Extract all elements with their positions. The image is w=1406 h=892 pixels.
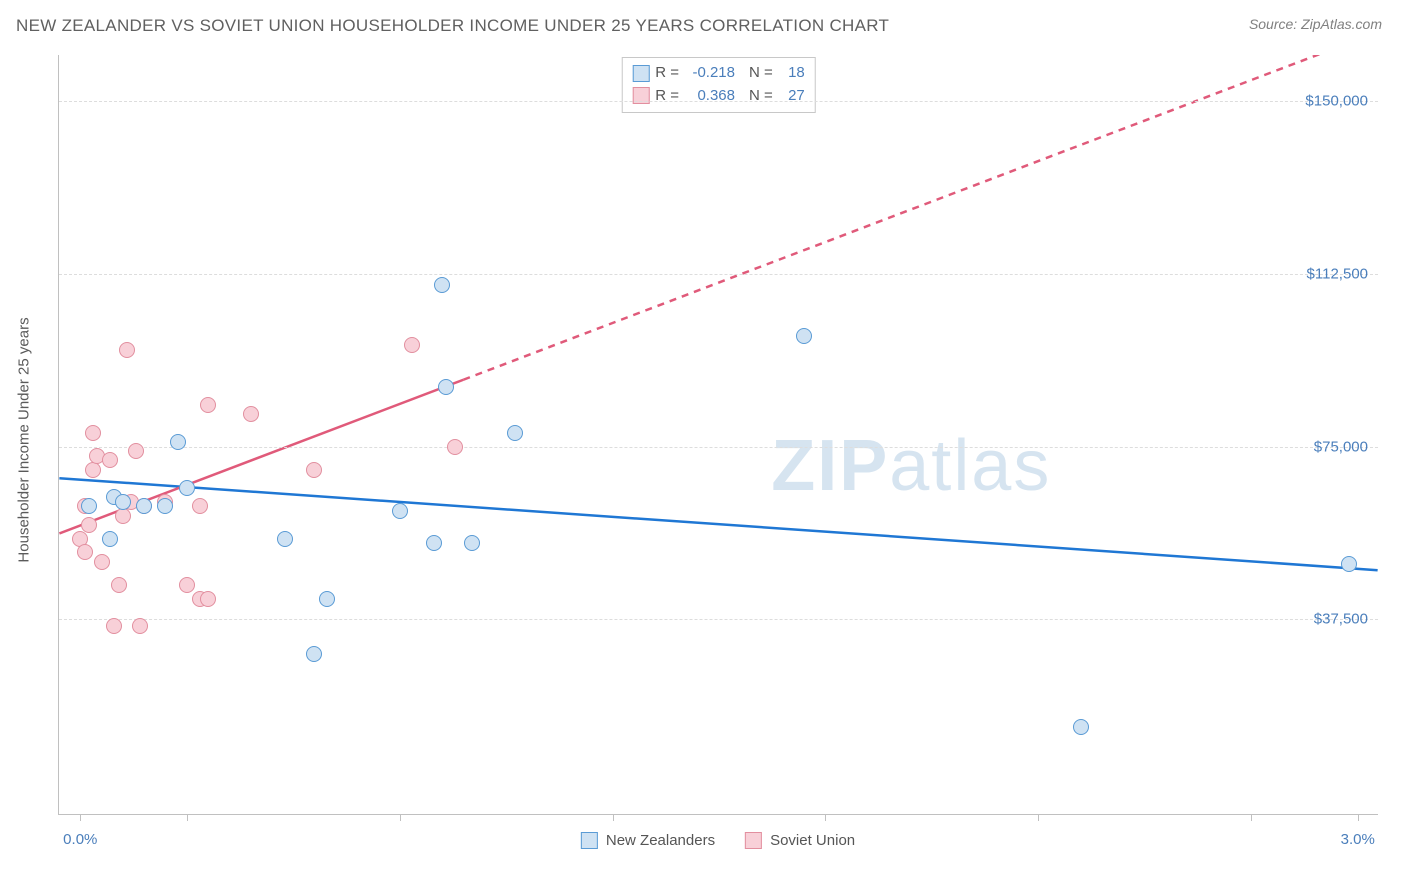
x-tick (825, 814, 826, 821)
scatter-point (277, 531, 293, 547)
scatter-point (796, 328, 812, 344)
legend-label-pink: Soviet Union (770, 832, 855, 849)
scatter-point (1073, 719, 1089, 735)
scatter-point (102, 531, 118, 547)
scatter-point (179, 577, 195, 593)
scatter-point (85, 462, 101, 478)
x-tick (187, 814, 188, 821)
source-label: Source: ZipAtlas.com (1249, 16, 1382, 32)
legend-item-pink: Soviet Union (745, 832, 855, 849)
scatter-point (438, 379, 454, 395)
scatter-point (157, 498, 173, 514)
scatter-point (319, 591, 335, 607)
gridline (59, 447, 1378, 448)
watermark: ZIPatlas (771, 425, 1051, 507)
chart-title: NEW ZEALANDER VS SOVIET UNION HOUSEHOLDE… (16, 16, 889, 36)
x-tick (80, 814, 81, 821)
stat-n-pink: 27 (779, 85, 805, 108)
scatter-point (306, 646, 322, 662)
y-axis-label: Householder Income Under 25 years (16, 317, 33, 562)
scatter-point (81, 517, 97, 533)
x-tick (1038, 814, 1039, 821)
stat-n-label: N = (749, 85, 773, 108)
stats-row-pink: R = 0.368 N = 27 (632, 85, 805, 108)
watermark-zip: ZIP (771, 426, 889, 506)
scatter-point (111, 577, 127, 593)
watermark-atlas: atlas (889, 426, 1051, 506)
trend-lines (59, 55, 1378, 814)
legend-swatch-pink (745, 832, 762, 849)
scatter-point (392, 503, 408, 519)
y-tick-label: $150,000 (1305, 93, 1368, 110)
stat-r-pink: 0.368 (685, 85, 735, 108)
stats-box: R = -0.218 N = 18 R = 0.368 N = 27 (621, 57, 816, 113)
x-tick (1251, 814, 1252, 821)
scatter-point (170, 434, 186, 450)
scatter-point (115, 494, 131, 510)
scatter-point (306, 462, 322, 478)
scatter-point (77, 544, 93, 560)
scatter-point (119, 342, 135, 358)
scatter-point (447, 439, 463, 455)
x-tick (400, 814, 401, 821)
scatter-point (94, 554, 110, 570)
scatter-point (404, 337, 420, 353)
legend-swatch-blue (581, 832, 598, 849)
scatter-point (243, 406, 259, 422)
scatter-point (192, 498, 208, 514)
stat-r-label: R = (655, 62, 679, 85)
chart-header: NEW ZEALANDER VS SOVIET UNION HOUSEHOLDE… (16, 16, 1390, 36)
scatter-point (426, 535, 442, 551)
x-tick-label: 3.0% (1341, 831, 1375, 848)
scatter-point (200, 591, 216, 607)
legend-item-blue: New Zealanders (581, 832, 715, 849)
scatter-point (200, 397, 216, 413)
chart-container: NEW ZEALANDER VS SOVIET UNION HOUSEHOLDE… (0, 0, 1406, 892)
stat-r-label: R = (655, 85, 679, 108)
y-tick-label: $37,500 (1314, 611, 1368, 628)
scatter-point (1341, 556, 1357, 572)
scatter-point (132, 618, 148, 634)
scatter-point (81, 498, 97, 514)
stat-n-label: N = (749, 62, 773, 85)
scatter-point (102, 452, 118, 468)
scatter-point (464, 535, 480, 551)
bottom-legend: New Zealanders Soviet Union (581, 832, 855, 849)
stat-n-blue: 18 (779, 62, 805, 85)
gridline (59, 619, 1378, 620)
x-tick (1358, 814, 1359, 821)
scatter-point (434, 277, 450, 293)
gridline (59, 274, 1378, 275)
x-tick (613, 814, 614, 821)
scatter-point (507, 425, 523, 441)
scatter-point (136, 498, 152, 514)
scatter-point (85, 425, 101, 441)
y-tick-label: $75,000 (1314, 438, 1368, 455)
x-tick-label: 0.0% (63, 831, 97, 848)
scatter-point (115, 508, 131, 524)
plot-area: ZIPatlas R = -0.218 N = 18 R = 0.368 N =… (58, 55, 1378, 815)
legend-label-blue: New Zealanders (606, 832, 715, 849)
gridline (59, 101, 1378, 102)
scatter-point (106, 618, 122, 634)
y-tick-label: $112,500 (1307, 265, 1368, 282)
plot: ZIPatlas R = -0.218 N = 18 R = 0.368 N =… (58, 55, 1378, 815)
scatter-point (179, 480, 195, 496)
scatter-point (128, 443, 144, 459)
stats-row-blue: R = -0.218 N = 18 (632, 62, 805, 85)
swatch-blue (632, 65, 649, 82)
stat-r-blue: -0.218 (685, 62, 735, 85)
